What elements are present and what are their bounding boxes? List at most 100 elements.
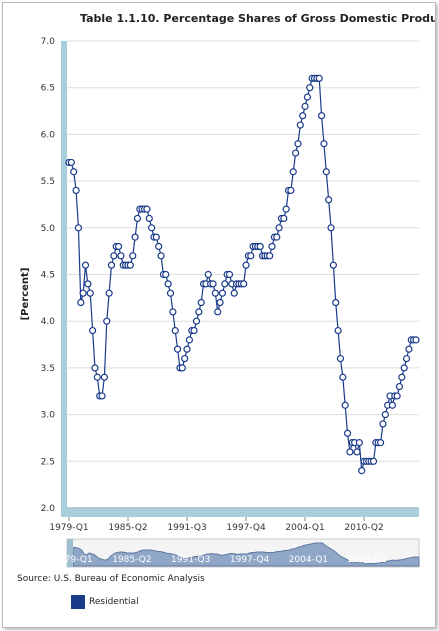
data-point[interactable] xyxy=(240,280,248,288)
data-point[interactable] xyxy=(320,140,328,148)
data-point[interactable] xyxy=(341,401,349,409)
data-point[interactable] xyxy=(376,439,385,447)
data-point[interactable] xyxy=(214,308,222,316)
data-point[interactable] xyxy=(230,289,238,297)
range-navigator[interactable]: 1979-Q1 1985-Q2 1991-Q3 1997-Q4 2004-Q1 2010-… xyxy=(53,538,420,568)
data-point[interactable] xyxy=(169,308,177,316)
data-point[interactable] xyxy=(306,84,314,92)
data-point[interactable] xyxy=(155,242,163,251)
navigator-left-handle[interactable] xyxy=(67,539,73,567)
data-point[interactable] xyxy=(358,467,366,475)
data-point[interactable] xyxy=(98,392,106,400)
data-point[interactable] xyxy=(275,224,283,232)
data-point[interactable] xyxy=(405,345,413,353)
data-point[interactable] xyxy=(317,112,326,120)
data-point[interactable] xyxy=(103,317,111,325)
horizontal-range-bar[interactable] xyxy=(61,508,419,517)
legend[interactable]: Residential xyxy=(71,595,139,609)
data-point[interactable] xyxy=(242,261,250,269)
data-point[interactable] xyxy=(395,382,404,391)
data-point[interactable] xyxy=(67,158,75,167)
data-point[interactable] xyxy=(266,252,274,260)
data-point[interactable] xyxy=(131,233,139,241)
data-point[interactable] xyxy=(412,336,420,344)
data-point[interactable] xyxy=(114,242,123,251)
data-point[interactable] xyxy=(148,224,156,232)
data-point[interactable] xyxy=(325,196,333,204)
data-point[interactable] xyxy=(178,364,186,372)
data-point[interactable] xyxy=(190,326,198,335)
data-point[interactable] xyxy=(145,214,153,223)
data-point[interactable] xyxy=(296,121,304,129)
data-point[interactable] xyxy=(183,345,191,353)
data-point[interactable] xyxy=(204,270,212,279)
data-point[interactable] xyxy=(162,270,170,279)
line-chart[interactable]: Table 1.1.10. Percentage Shares of Gross… xyxy=(3,3,435,627)
data-point[interactable] xyxy=(126,261,134,269)
data-point[interactable] xyxy=(93,373,101,381)
data-point[interactable] xyxy=(195,308,203,316)
data-point[interactable] xyxy=(315,74,323,82)
legend-label-residential[interactable]: Residential xyxy=(89,597,139,607)
data-point[interactable] xyxy=(301,102,309,110)
data-point[interactable] xyxy=(173,345,182,353)
data-point[interactable] xyxy=(289,168,297,176)
data-point[interactable] xyxy=(400,364,408,372)
data-point[interactable] xyxy=(379,420,387,428)
data-point[interactable] xyxy=(181,354,189,363)
data-point[interactable] xyxy=(70,168,78,176)
data-point[interactable] xyxy=(268,242,276,251)
data-point[interactable] xyxy=(197,298,205,307)
data-point[interactable] xyxy=(89,326,97,335)
data-point[interactable] xyxy=(164,280,172,288)
data-point[interactable] xyxy=(211,289,219,297)
data-point[interactable] xyxy=(334,326,342,335)
data-point[interactable] xyxy=(218,289,227,297)
data-point[interactable] xyxy=(107,261,116,269)
data-point[interactable] xyxy=(110,252,118,260)
data-point[interactable] xyxy=(86,289,94,297)
data-point[interactable] xyxy=(185,336,193,344)
data-point[interactable] xyxy=(209,280,217,288)
data-point[interactable] xyxy=(216,298,224,307)
data-point[interactable] xyxy=(294,140,302,148)
data-point[interactable] xyxy=(247,252,255,260)
data-point[interactable] xyxy=(221,280,229,288)
data-point[interactable] xyxy=(329,261,337,269)
data-point[interactable] xyxy=(336,354,345,363)
data-point[interactable] xyxy=(353,448,361,456)
data-point[interactable] xyxy=(402,354,411,363)
data-point[interactable] xyxy=(303,93,312,101)
data-point[interactable] xyxy=(74,224,83,232)
vertical-range-bar[interactable] xyxy=(61,41,67,508)
data-point[interactable] xyxy=(398,373,406,381)
data-point[interactable] xyxy=(369,457,378,465)
data-point[interactable] xyxy=(355,439,363,447)
data-point[interactable] xyxy=(152,233,160,241)
data-point[interactable] xyxy=(225,270,234,279)
data-point[interactable] xyxy=(332,298,340,307)
data-point[interactable] xyxy=(84,280,92,288)
data-point[interactable] xyxy=(273,233,281,241)
data-point[interactable] xyxy=(280,214,288,223)
data-point[interactable] xyxy=(133,214,142,223)
data-point[interactable] xyxy=(339,373,347,381)
data-point[interactable] xyxy=(72,186,80,195)
data-point[interactable] xyxy=(327,224,335,232)
data-point[interactable] xyxy=(105,289,113,297)
data-point[interactable] xyxy=(282,205,290,213)
data-point[interactable] xyxy=(292,149,300,157)
data-point[interactable] xyxy=(287,186,295,195)
data-point[interactable] xyxy=(171,326,179,335)
data-point[interactable] xyxy=(256,242,264,251)
data-point[interactable] xyxy=(192,317,201,325)
data-point[interactable] xyxy=(91,364,99,372)
data-point[interactable] xyxy=(166,289,175,297)
data-point[interactable] xyxy=(81,261,90,269)
data-point[interactable] xyxy=(393,392,401,400)
data-point[interactable] xyxy=(79,289,87,297)
data-point[interactable] xyxy=(157,252,165,260)
data-point[interactable] xyxy=(117,252,125,260)
data-point[interactable] xyxy=(381,411,389,419)
data-point[interactable] xyxy=(77,298,85,307)
